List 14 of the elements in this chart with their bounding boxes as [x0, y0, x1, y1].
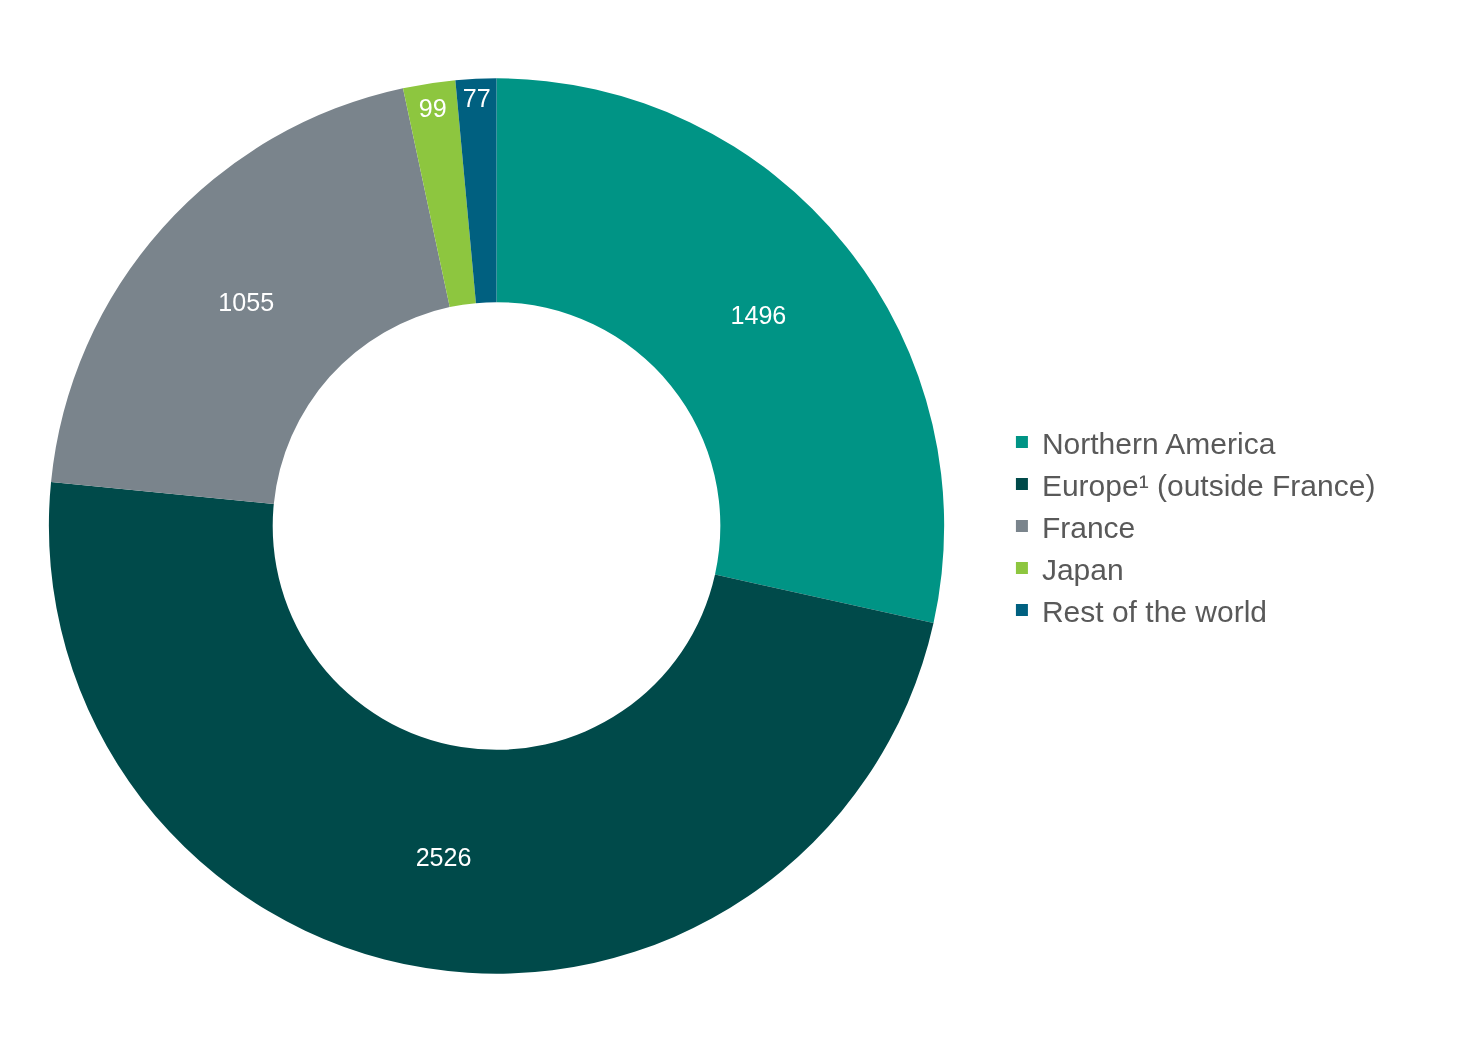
legend-label: France	[1041, 510, 1136, 544]
donut-slice	[496, 78, 944, 624]
legend-label: Northern America	[1041, 426, 1276, 460]
legend-label: Japan	[1041, 552, 1124, 586]
data-label: 77	[462, 84, 491, 113]
data-label: 99	[418, 93, 447, 122]
legend-label: Rest of the world	[1041, 594, 1268, 628]
data-label: 2526	[415, 843, 472, 872]
data-label: 1055	[218, 287, 275, 316]
data-label: 1496	[730, 301, 787, 330]
donut-slice	[49, 482, 934, 974]
legend-label: Europe¹ (outside France)	[1041, 468, 1376, 502]
donut-slice	[455, 78, 497, 304]
donut-slice	[51, 88, 450, 505]
